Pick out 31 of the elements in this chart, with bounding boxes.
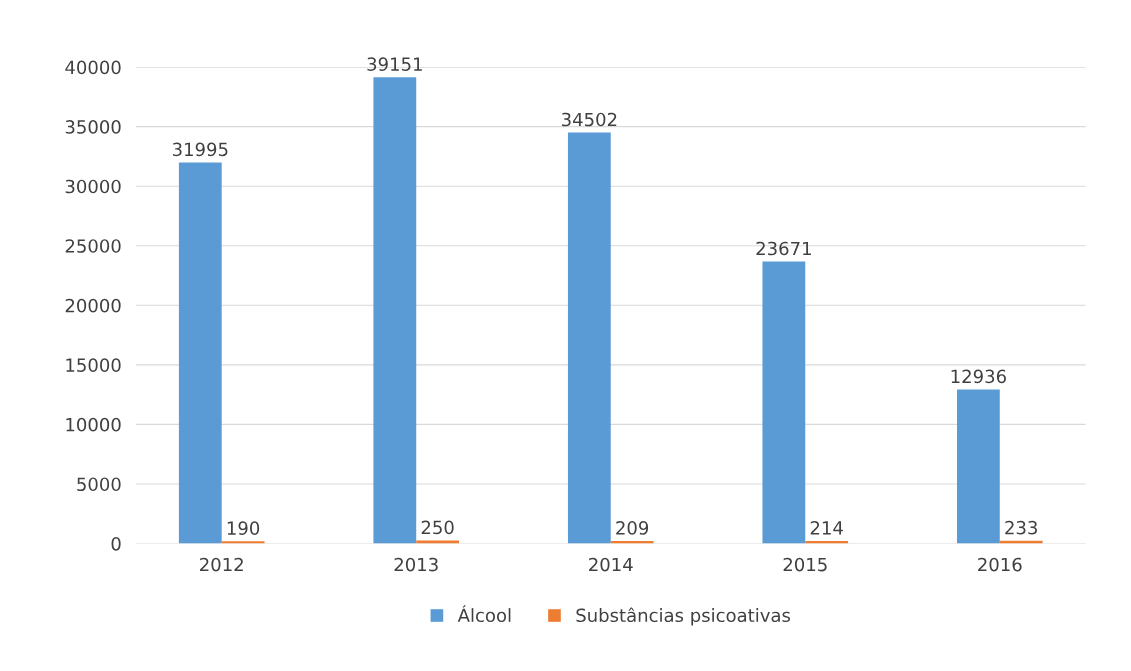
y-tick-label: 15000: [66, 358, 121, 372]
x-tick-label: 2016: [978, 557, 1022, 572]
bar: [956, 389, 1000, 544]
data-label: 233: [1005, 520, 1037, 535]
x-tick-label: 2013: [394, 557, 438, 572]
y-tick-label: 5000: [77, 477, 121, 492]
y-tick-label: 20000: [65, 298, 121, 313]
y-tick-label: 10000: [66, 417, 121, 432]
y-tick-label: 25000: [65, 239, 121, 253]
x-tick-label: 2015: [783, 557, 827, 572]
y-tick-label: 40000: [65, 60, 121, 75]
data-label: 39151: [367, 57, 422, 71]
y-tick-label: 35000: [65, 120, 121, 134]
legend-label: Substâncias psicoativas: [576, 607, 791, 626]
bar: [762, 261, 806, 544]
bar: [178, 162, 222, 544]
data-label: 34502: [562, 112, 617, 127]
data-label: 214: [810, 521, 843, 535]
legend-label: Álcool: [457, 605, 511, 623]
data-label: 31995: [172, 142, 228, 157]
data-label: 250: [421, 520, 454, 535]
data-label: 190: [227, 521, 260, 535]
bar: [373, 77, 417, 544]
data-label: 209: [616, 521, 649, 535]
y-tick-label: 30000: [65, 179, 121, 194]
y-tick-label: 0: [111, 536, 121, 551]
x-tick-label: 2012: [200, 557, 243, 572]
x-tick-label: 2014: [589, 557, 633, 572]
data-label: 12936: [951, 369, 1006, 384]
bar: [567, 132, 611, 544]
data-label: 23671: [756, 241, 811, 256]
